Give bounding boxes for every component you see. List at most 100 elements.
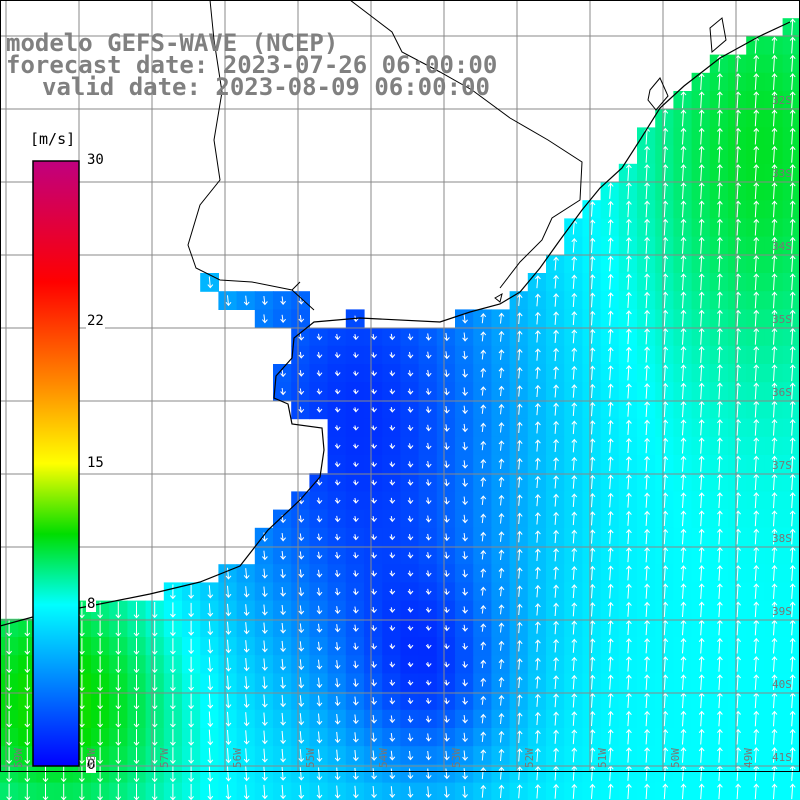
wind-arrow xyxy=(589,201,596,217)
wind-arrow xyxy=(334,370,341,377)
wind-arrow xyxy=(607,401,614,417)
wind-arrow xyxy=(353,642,359,651)
wind-cell xyxy=(782,291,800,310)
wind-arrow xyxy=(480,695,487,705)
wind-arrow xyxy=(698,474,705,490)
latitude-label: 41S xyxy=(772,751,792,764)
wind-arrow xyxy=(334,388,341,395)
wind-arrow xyxy=(298,767,305,781)
wind-arrow xyxy=(444,478,450,487)
wind-arrow xyxy=(662,218,669,236)
wind-arrow xyxy=(680,273,687,291)
wind-arrow xyxy=(353,570,359,577)
wind-arrow xyxy=(717,510,723,527)
wind-arrow xyxy=(316,659,323,670)
longitude-label: 51W xyxy=(596,748,609,768)
wind-arrow xyxy=(316,587,323,596)
wind-arrow xyxy=(480,586,487,596)
wind-arrow xyxy=(133,601,140,619)
latitude-label: 39S xyxy=(772,605,792,618)
wind-arrow xyxy=(553,366,559,380)
wind-arrow xyxy=(353,352,359,359)
wind-arrow xyxy=(680,382,687,400)
wind-arrow xyxy=(662,747,669,763)
wind-arrow xyxy=(389,570,396,577)
wind-arrow xyxy=(6,765,12,783)
wind-arrow xyxy=(644,419,650,436)
wind-arrow xyxy=(717,182,723,200)
wind-arrow xyxy=(298,641,305,652)
wind-arrow xyxy=(353,407,359,413)
wind-arrow xyxy=(407,351,414,359)
wind-arrow xyxy=(371,370,377,377)
wind-arrow xyxy=(771,200,778,218)
wind-cell xyxy=(782,455,800,474)
wind-arrow xyxy=(316,497,323,505)
wind-arrow xyxy=(535,748,541,762)
wind-arrow xyxy=(516,640,523,652)
wind-arrow xyxy=(207,765,214,782)
wind-arrow xyxy=(626,547,632,563)
wind-arrow xyxy=(188,620,194,636)
wind-arrow xyxy=(225,295,232,307)
wind-arrow xyxy=(133,638,140,655)
longitude-label: 59W xyxy=(12,748,25,768)
wind-arrow xyxy=(407,570,414,577)
wind-arrow xyxy=(462,661,468,669)
wind-arrow xyxy=(353,497,359,504)
wind-arrow xyxy=(662,656,669,672)
wind-arrow xyxy=(133,765,140,783)
wind-arrow xyxy=(644,364,650,381)
wind-arrow xyxy=(644,656,650,672)
wind-arrow xyxy=(498,476,505,488)
wind-arrow xyxy=(753,200,760,218)
wind-arrow xyxy=(316,677,323,689)
wind-arrow xyxy=(188,765,194,783)
wind-arrow xyxy=(6,619,12,637)
wind-arrow xyxy=(280,622,286,634)
wind-arrow xyxy=(334,333,341,341)
wind-arrow xyxy=(698,327,705,345)
wind-arrow xyxy=(334,352,341,359)
colorbar-tick-label: 15 xyxy=(86,454,105,471)
wind-arrow xyxy=(353,534,359,541)
wind-arrow xyxy=(462,460,468,469)
wind-arrow xyxy=(389,588,396,595)
wind-arrow xyxy=(334,443,341,449)
wind-arrow xyxy=(6,710,12,728)
wind-arrow xyxy=(425,479,432,487)
wind-arrow xyxy=(607,182,614,199)
wind-arrow xyxy=(698,583,705,599)
wind-cell xyxy=(782,218,800,238)
wind-arrow xyxy=(644,437,650,454)
wind-arrow xyxy=(717,656,723,672)
wind-arrow xyxy=(535,421,541,434)
wind-arrow xyxy=(444,588,450,596)
wind-arrow xyxy=(644,456,650,472)
wind-arrow xyxy=(789,255,796,272)
wind-arrow xyxy=(207,747,214,764)
wind-arrow xyxy=(480,386,487,396)
wind-arrow xyxy=(789,783,796,800)
wind-arrow xyxy=(298,370,305,377)
wind-arrow xyxy=(371,643,377,650)
wind-arrow xyxy=(316,731,323,744)
wind-arrow xyxy=(480,659,487,669)
wind-arrow xyxy=(717,346,723,363)
wind-arrow xyxy=(516,766,523,780)
wind-arrow xyxy=(753,327,760,345)
wind-arrow xyxy=(535,621,541,634)
wind-arrow xyxy=(353,678,359,688)
wind-arrow xyxy=(698,145,705,163)
wind-arrow xyxy=(389,679,396,686)
wind-arrow xyxy=(626,273,632,290)
wind-arrow xyxy=(280,604,286,616)
wind-arrow xyxy=(535,766,541,781)
wind-arrow xyxy=(571,256,578,271)
wind-arrow xyxy=(535,639,541,653)
wind-arrow xyxy=(334,713,341,725)
wind-arrow xyxy=(607,492,614,508)
wind-arrow xyxy=(462,478,468,487)
wind-arrow xyxy=(571,365,578,380)
lat-lon-grid xyxy=(0,0,800,772)
